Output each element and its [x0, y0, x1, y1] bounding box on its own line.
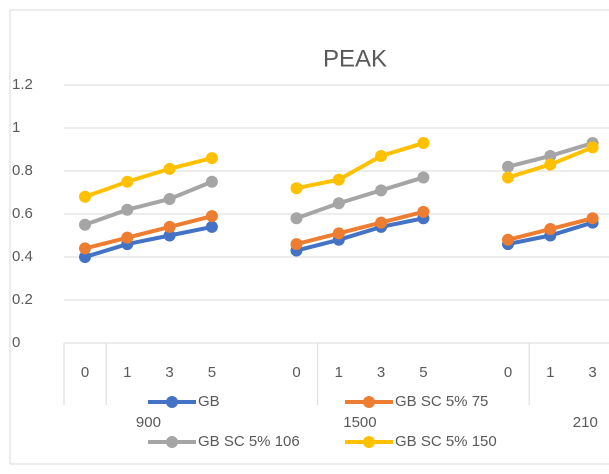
legend-marker	[166, 396, 178, 408]
point	[544, 158, 557, 171]
x-tick-label: 5	[419, 364, 427, 381]
x-tick-label: 1	[335, 364, 343, 381]
legend-marker	[166, 436, 178, 448]
group-label: 900	[136, 414, 161, 431]
x-tick-label: 3	[165, 364, 173, 381]
point	[332, 197, 345, 210]
group-label: 210	[573, 414, 598, 431]
point	[163, 220, 176, 233]
y-tick-label: 0.4	[12, 248, 33, 265]
y-tick-label: 1	[12, 119, 20, 136]
point	[121, 231, 134, 244]
point	[205, 152, 218, 165]
x-tick-label: 3	[588, 364, 596, 381]
point	[375, 216, 388, 229]
point	[586, 141, 599, 154]
x-tick-label: 0	[504, 364, 512, 381]
point	[121, 175, 134, 188]
point	[417, 171, 430, 184]
point	[205, 210, 218, 223]
point	[205, 175, 218, 188]
point	[375, 149, 388, 162]
point	[417, 137, 430, 150]
point	[417, 205, 430, 218]
legend-label: GB SC 5% 75	[395, 393, 488, 410]
x-tick-label: 3	[377, 364, 385, 381]
y-tick-label: 0.2	[12, 291, 33, 308]
point	[332, 173, 345, 186]
point	[121, 203, 134, 216]
point	[332, 227, 345, 240]
point	[544, 149, 557, 162]
y-tick-label: 1.2	[12, 76, 33, 93]
point	[79, 242, 91, 255]
chart-title: PEAK	[323, 45, 387, 72]
group-label: 1500	[343, 414, 376, 431]
x-tick-label: 1	[546, 364, 554, 381]
x-tick-label: 0	[292, 364, 300, 381]
point	[502, 171, 514, 184]
legend-label: GB SC 5% 150	[395, 433, 497, 450]
y-tick-label: 0.8	[12, 162, 33, 179]
point	[290, 238, 303, 251]
point	[544, 223, 557, 236]
point	[586, 212, 599, 225]
x-tick-label: 5	[208, 364, 216, 381]
point	[79, 251, 91, 263]
legend-label: GB	[198, 393, 220, 410]
point	[163, 192, 176, 205]
point	[163, 162, 176, 175]
x-tick-label: 0	[81, 364, 89, 381]
point	[502, 160, 514, 173]
point	[79, 190, 91, 203]
point	[290, 182, 303, 195]
point	[290, 212, 303, 225]
point	[375, 184, 388, 197]
point	[79, 218, 91, 231]
legend-label: GB SC 5% 106	[198, 433, 300, 450]
point	[502, 233, 514, 246]
legend-marker	[363, 436, 375, 448]
legend-marker	[363, 396, 375, 408]
point	[205, 220, 218, 233]
point	[163, 229, 176, 242]
y-tick-label: 0	[12, 334, 20, 351]
y-tick-label: 0.6	[12, 205, 33, 222]
x-tick-label: 1	[123, 364, 131, 381]
